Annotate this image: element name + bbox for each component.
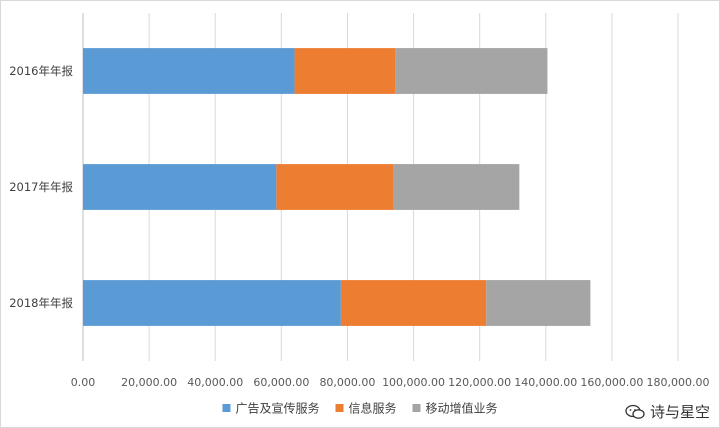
x-tick-label: 0.00: [71, 376, 96, 389]
x-tick-label: 60,000.00: [253, 376, 309, 389]
legend-label-3: 移动增值业务: [426, 401, 498, 416]
x-tick-label: 100,000.00: [382, 376, 445, 389]
legend-swatch-3: [412, 404, 421, 412]
category-label: 2017年年报: [9, 180, 73, 194]
bar-2-series-1[interactable]: [83, 164, 277, 210]
bar-2-series-3[interactable]: [393, 164, 520, 210]
bar-2-series-2[interactable]: [276, 164, 394, 210]
bar-3-series-2[interactable]: [340, 280, 487, 326]
x-tick-label: 120,000.00: [448, 376, 511, 389]
legend-swatch-2: [335, 404, 344, 412]
x-tick-label: 160,000.00: [580, 376, 643, 389]
legend-label-1: 广告及宣传服务: [236, 401, 320, 416]
bar-1-series-1[interactable]: [83, 48, 295, 94]
x-tick-label: 20,000.00: [121, 376, 177, 389]
wechat-icon: [625, 404, 645, 419]
x-tick-label: 40,000.00: [187, 376, 243, 389]
x-tick-label: 140,000.00: [514, 376, 577, 389]
category-label: 2018年年报: [9, 296, 73, 310]
x-tick-label: 80,000.00: [319, 376, 375, 389]
bar-3-series-1[interactable]: [83, 280, 341, 326]
bar-1-series-2[interactable]: [294, 48, 396, 94]
category-label: 2016年年报: [9, 64, 73, 78]
x-tick-label: 180,000.00: [647, 376, 710, 389]
legend-label-2: 信息服务: [349, 401, 397, 416]
bar-1-series-3[interactable]: [395, 48, 548, 94]
watermark-text: 诗与星空: [649, 403, 710, 421]
watermark: 诗与星空: [625, 401, 710, 422]
legend-swatch-1: [222, 404, 231, 412]
bar-3-series-3[interactable]: [486, 280, 591, 326]
